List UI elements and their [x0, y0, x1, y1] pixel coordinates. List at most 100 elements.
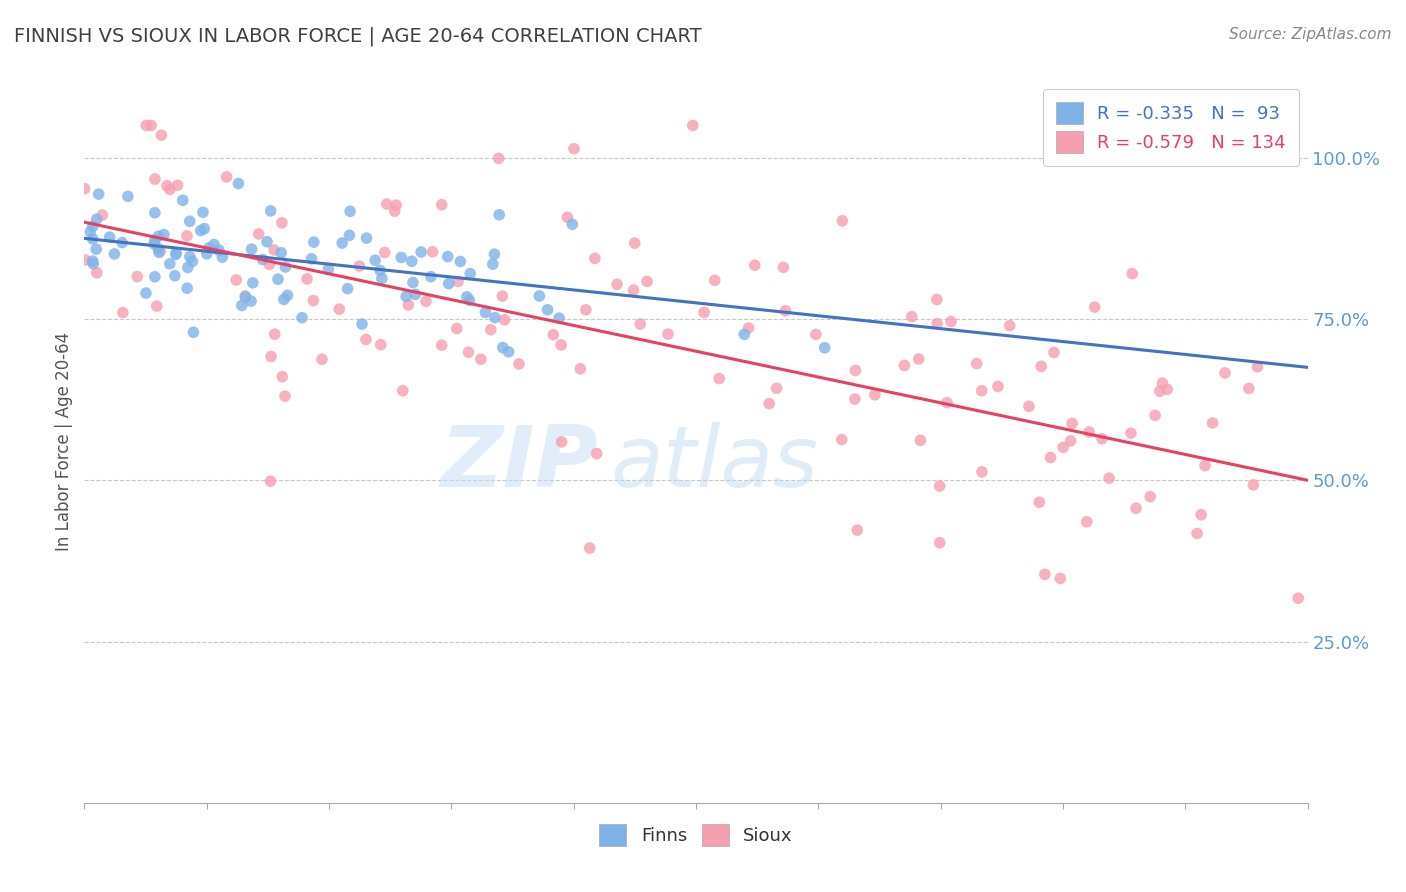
Point: [548, 311, 571, 326]
Point: [1139, 490, 1161, 504]
Point: [430, 198, 453, 212]
Point: [139, 119, 162, 133]
Point: [240, 242, 263, 256]
Point: [86, 212, 108, 227]
Point: [82, 254, 104, 268]
Point: [356, 231, 378, 245]
Point: [422, 244, 444, 259]
Point: [240, 294, 263, 309]
Point: [804, 327, 827, 342]
Point: [148, 242, 170, 256]
Point: [562, 142, 585, 156]
Point: [135, 286, 157, 301]
Point: [263, 327, 285, 342]
Point: [259, 203, 281, 218]
Point: [172, 194, 194, 208]
Point: [190, 224, 212, 238]
Point: [111, 235, 134, 250]
Point: [384, 204, 406, 219]
Point: [966, 357, 988, 371]
Point: [488, 208, 510, 222]
Legend: Finns, Sioux: Finns, Sioux: [591, 815, 801, 855]
Point: [543, 327, 565, 342]
Point: [1098, 471, 1121, 485]
Point: [82, 232, 104, 246]
Point: [159, 182, 181, 196]
Point: [274, 389, 297, 403]
Point: [446, 321, 468, 335]
Point: [970, 465, 993, 479]
Point: [536, 302, 558, 317]
Point: [404, 287, 426, 301]
Point: [252, 252, 274, 267]
Point: [179, 214, 201, 228]
Point: [1091, 432, 1114, 446]
Point: [709, 371, 731, 385]
Point: [1039, 450, 1062, 465]
Point: [166, 178, 188, 193]
Point: [364, 253, 387, 268]
Point: [1031, 359, 1053, 374]
Point: [457, 345, 479, 359]
Point: [1286, 591, 1309, 606]
Point: [492, 341, 515, 355]
Point: [385, 198, 408, 212]
Point: [339, 204, 361, 219]
Point: [814, 341, 837, 355]
Point: [276, 288, 298, 302]
Point: [1246, 359, 1268, 374]
Point: [1237, 381, 1260, 395]
Point: [1156, 383, 1178, 397]
Point: [149, 244, 172, 259]
Point: [575, 302, 598, 317]
Point: [1152, 376, 1174, 390]
Point: [1119, 426, 1142, 441]
Point: [274, 260, 297, 274]
Point: [82, 257, 104, 271]
Point: [165, 246, 187, 260]
Point: [143, 172, 166, 186]
Point: [550, 338, 572, 352]
Point: [1084, 300, 1107, 314]
Point: [925, 293, 948, 307]
Point: [494, 313, 516, 327]
Point: [1185, 526, 1208, 541]
Point: [470, 352, 492, 367]
Point: [583, 252, 606, 266]
Point: [844, 392, 866, 406]
Point: [302, 235, 325, 249]
Point: [927, 317, 949, 331]
Point: [91, 208, 114, 222]
Point: [375, 197, 398, 211]
Point: [636, 275, 658, 289]
Point: [75, 252, 97, 267]
Point: [737, 321, 759, 335]
Point: [267, 272, 290, 286]
Point: [703, 273, 725, 287]
Point: [256, 235, 278, 249]
Point: [402, 276, 425, 290]
Point: [488, 152, 510, 166]
Point: [733, 327, 755, 342]
Point: [82, 219, 104, 234]
Point: [479, 323, 502, 337]
Point: [863, 388, 886, 402]
Point: [259, 475, 281, 489]
Y-axis label: In Labor Force | Age 20-64: In Labor Force | Age 20-64: [55, 332, 73, 551]
Point: [482, 257, 505, 271]
Point: [330, 235, 353, 250]
Point: [231, 299, 253, 313]
Point: [585, 446, 607, 460]
Point: [311, 352, 333, 367]
Point: [569, 362, 592, 376]
Point: [98, 230, 121, 244]
Point: [354, 333, 377, 347]
Point: [623, 283, 645, 297]
Point: [893, 359, 915, 373]
Point: [79, 225, 101, 239]
Point: [1213, 366, 1236, 380]
Point: [191, 205, 214, 219]
Point: [1049, 572, 1071, 586]
Point: [508, 357, 530, 371]
Point: [449, 254, 471, 268]
